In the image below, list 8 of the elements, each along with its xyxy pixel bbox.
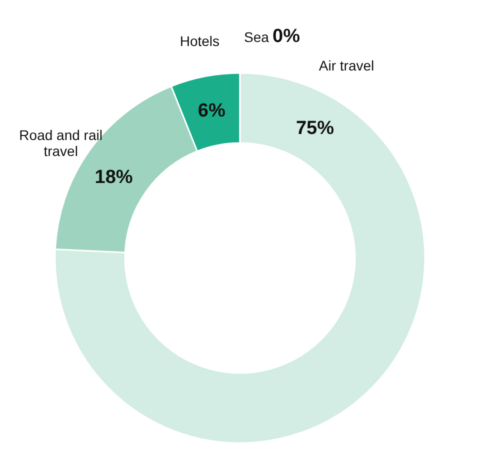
text: 0% bbox=[272, 26, 300, 47]
slice-label: Road and rail travel bbox=[19, 126, 102, 159]
data-label: 6% bbox=[198, 100, 226, 122]
data-label: 18% bbox=[94, 166, 133, 188]
data-label: 75% bbox=[296, 118, 334, 140]
slice-label: Air travel bbox=[318, 58, 374, 74]
category-label: Sea bbox=[244, 29, 269, 45]
slice-label: Hotels bbox=[180, 32, 220, 49]
